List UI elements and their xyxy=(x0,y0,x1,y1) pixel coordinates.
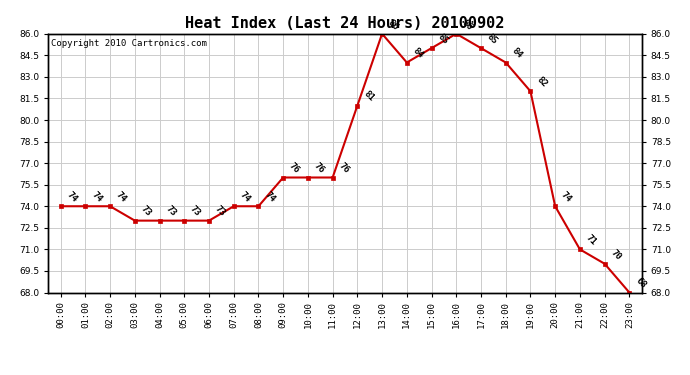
Text: 68: 68 xyxy=(633,276,647,290)
Text: 73: 73 xyxy=(188,204,202,219)
Text: 76: 76 xyxy=(287,161,302,176)
Text: 76: 76 xyxy=(337,161,351,176)
Text: 84: 84 xyxy=(510,46,524,60)
Text: 74: 74 xyxy=(90,190,104,204)
Text: 74: 74 xyxy=(560,190,573,204)
Text: 76: 76 xyxy=(312,161,326,176)
Text: 71: 71 xyxy=(584,233,598,247)
Text: 85: 85 xyxy=(435,32,450,46)
Title: Heat Index (Last 24 Hours) 20100902: Heat Index (Last 24 Hours) 20100902 xyxy=(186,16,504,31)
Text: 74: 74 xyxy=(263,190,277,204)
Text: 74: 74 xyxy=(238,190,252,204)
Text: 73: 73 xyxy=(213,204,227,219)
Text: 84: 84 xyxy=(411,46,425,60)
Text: 73: 73 xyxy=(139,204,153,219)
Text: Copyright 2010 Cartronics.com: Copyright 2010 Cartronics.com xyxy=(51,39,207,48)
Text: 86: 86 xyxy=(386,18,400,32)
Text: 74: 74 xyxy=(65,190,79,204)
Text: 73: 73 xyxy=(164,204,178,219)
Text: 70: 70 xyxy=(609,248,623,262)
Text: 85: 85 xyxy=(485,32,499,46)
Text: 81: 81 xyxy=(362,90,375,104)
Text: 86: 86 xyxy=(460,18,475,32)
Text: 74: 74 xyxy=(115,190,128,204)
Text: 82: 82 xyxy=(535,75,549,89)
